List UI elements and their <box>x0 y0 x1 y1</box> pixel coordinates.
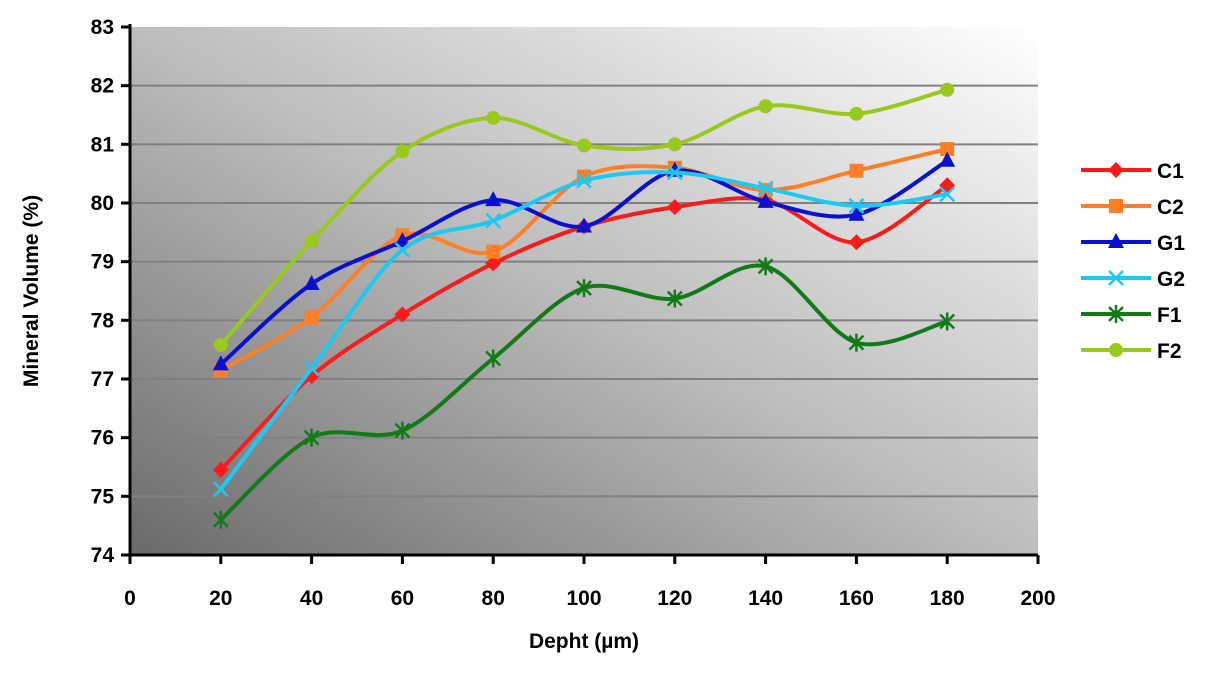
data-point-f1 <box>576 279 592 298</box>
x-tick-label: 20 <box>209 587 232 610</box>
data-point-g2 <box>212 481 229 498</box>
y-tick-label: 83 <box>91 16 114 39</box>
series-f1 <box>212 257 956 529</box>
x-tick-label: 200 <box>1020 587 1055 610</box>
y-tick-label: 74 <box>91 544 115 567</box>
y-axis-title: Mineral Volume (%) <box>20 195 43 387</box>
data-point-c1 <box>666 199 683 216</box>
data-point-c1 <box>848 234 865 251</box>
data-point-g2 <box>576 172 592 189</box>
data-point-f2 <box>667 137 682 152</box>
data-point-c1 <box>212 461 229 478</box>
y-tick-label: 76 <box>91 427 114 450</box>
series-g2 <box>212 164 956 498</box>
data-point-f2 <box>758 99 773 114</box>
legend-item-c1: C1 <box>1081 160 1184 183</box>
x-tick-label: 100 <box>566 587 601 610</box>
data-point-g2 <box>394 242 411 258</box>
legend-label-c2: C2 <box>1157 196 1184 219</box>
legend-marker-c1 <box>1108 162 1124 178</box>
data-point-c2 <box>849 163 864 178</box>
data-point-f1 <box>485 349 502 368</box>
data-point-c2 <box>304 310 319 325</box>
x-tick-label: 160 <box>839 587 874 610</box>
data-point-g1 <box>757 192 774 208</box>
tick-labels: 74 75 76 77 78 79 80 81 82 83 0 20 40 60 80 100 120 140 16… <box>91 16 1056 610</box>
legend-marker-f1 <box>1108 305 1124 323</box>
y-tick-label: 78 <box>91 309 115 332</box>
data-point-g2 <box>303 360 320 377</box>
data-point-g2 <box>757 180 774 197</box>
data-point-c1 <box>394 306 411 323</box>
y-tick-label: 80 <box>91 192 114 215</box>
data-point-f2 <box>304 234 319 249</box>
data-point-f1 <box>939 312 956 331</box>
legend-label-c1: C1 <box>1157 160 1184 183</box>
data-point-g1 <box>848 205 865 221</box>
data-point-f1 <box>394 421 411 440</box>
x-tick-label: 40 <box>300 587 323 610</box>
data-point-g1 <box>485 191 502 207</box>
data-point-g1 <box>303 274 320 290</box>
gridlines <box>130 84 1038 498</box>
data-point-g1 <box>939 151 956 167</box>
legend-item-g1: G1 <box>1081 232 1185 255</box>
data-point-g2 <box>666 164 683 181</box>
data-point-g1 <box>394 232 411 248</box>
x-tick-label: 0 <box>124 587 136 610</box>
legend-marker-c2 <box>1109 199 1123 213</box>
data-point-f1 <box>212 510 229 529</box>
legend-marker-f2 <box>1109 343 1123 357</box>
data-point-f2 <box>213 337 228 352</box>
legend-item-c2: C2 <box>1081 196 1184 219</box>
series-line-g2 <box>218 170 950 492</box>
axes <box>121 24 1040 564</box>
x-tick-label: 180 <box>930 587 965 610</box>
data-point-f2 <box>849 106 864 121</box>
data-point-f1 <box>303 428 320 447</box>
x-tick-label: 80 <box>482 587 505 610</box>
data-point-c2 <box>940 142 955 157</box>
data-point-f2 <box>577 138 591 153</box>
legend-label-f1: F1 <box>1157 304 1182 327</box>
series-layer <box>212 82 956 529</box>
data-point-g2 <box>939 186 956 203</box>
data-point-f2 <box>395 144 410 159</box>
legend-marker-g1 <box>1108 233 1124 248</box>
y-tick-label: 75 <box>91 485 115 508</box>
data-point-f1 <box>757 257 774 276</box>
x-axis-title: Depht (µm) <box>529 630 639 653</box>
data-point-g2 <box>485 212 502 229</box>
data-point-g1 <box>212 355 229 371</box>
data-point-c2 <box>486 244 501 259</box>
legend-marker-g2 <box>1108 270 1124 286</box>
x-tick-label: 60 <box>391 587 414 610</box>
legend-item-f2: F2 <box>1081 340 1182 363</box>
series-f2 <box>213 82 955 352</box>
data-point-f2 <box>486 110 501 125</box>
legend-item-g2: G2 <box>1081 268 1185 291</box>
legend-label-g2: G2 <box>1157 268 1185 291</box>
data-point-g1 <box>576 217 592 233</box>
legend-label-g1: G1 <box>1157 232 1185 255</box>
y-tick-label: 79 <box>91 251 114 274</box>
y-tick-label: 81 <box>91 133 115 156</box>
legend-item-f1: F1 <box>1081 304 1182 327</box>
y-tick-label: 77 <box>91 368 114 391</box>
data-point-g2 <box>848 198 865 214</box>
data-point-f1 <box>666 289 683 308</box>
x-tick-label: 140 <box>748 587 783 610</box>
legend-label-f2: F2 <box>1157 340 1182 363</box>
data-point-f1 <box>848 333 865 352</box>
y-tick-label: 82 <box>91 75 114 98</box>
legend: C1 C2 G1 G2 F1 F2 <box>1081 160 1185 363</box>
data-point-f2 <box>940 82 955 97</box>
data-point-c1 <box>485 255 502 272</box>
x-tick-label: 120 <box>657 587 692 610</box>
